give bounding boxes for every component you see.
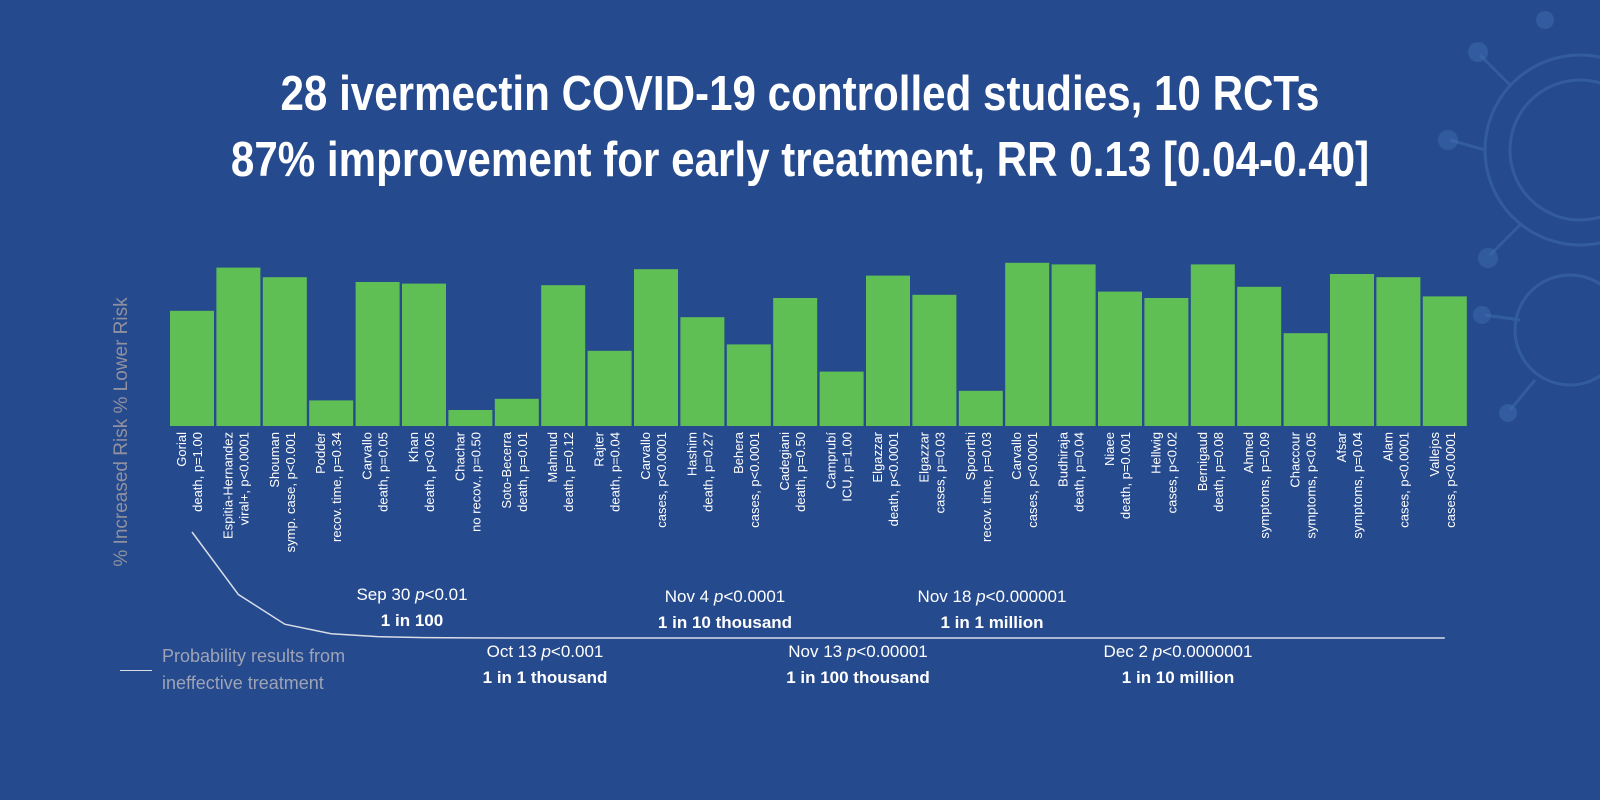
- category-study-label: Espitia-Hernandez: [220, 432, 235, 539]
- category-detail-label: cases, p<0.0001: [1396, 432, 1411, 528]
- category-study-label: Hellwig: [1148, 432, 1163, 474]
- bar-series: [170, 262, 1467, 426]
- category-study-label: Gorial: [174, 432, 189, 467]
- category-labels: Gorial death, p=1.00 Espitia-Hernandez vira…: [174, 431, 1458, 552]
- category-study-label: Behera: [731, 431, 746, 474]
- category-detail-label: symptoms, p<0.05: [1304, 432, 1319, 539]
- category-study-label: Cadegiani: [777, 432, 792, 491]
- category-study-label: Ahmed: [1241, 432, 1256, 473]
- bar-18: [958, 390, 1003, 426]
- category-detail-label: viral+, p<0.0001: [236, 432, 251, 525]
- chart-title: 28 ivermectin COVID-19 controlled studie…: [280, 67, 1320, 121]
- category-detail-label: death, p=0.04: [608, 432, 623, 512]
- milestone-sep30: Sep 30 p<0.01 1 in 100: [356, 585, 468, 630]
- category-detail-label: death, p=0.04: [1072, 432, 1087, 512]
- category-study-label: Alam: [1380, 432, 1395, 462]
- bar-25: [1283, 333, 1328, 426]
- milestone-dec2: Dec 2 p<0.0000001 1 in 10 million: [1103, 642, 1253, 687]
- category-detail-label: cases, p<0.0001: [1443, 432, 1458, 528]
- bar-14: [773, 298, 818, 426]
- category-study-label: Chachar: [452, 431, 467, 481]
- bar-17: [912, 294, 957, 426]
- bar-19: [1005, 262, 1050, 426]
- category-detail-label: recov. time, p=0.34: [329, 432, 344, 542]
- y-axis-label: % Increased Risk % Lower Risk: [111, 297, 132, 567]
- bar-26: [1330, 274, 1374, 426]
- category-detail-label: cases, p<0.0001: [1025, 432, 1040, 528]
- category-study-label: Hashim: [684, 432, 699, 476]
- bar-21: [1098, 291, 1142, 426]
- bar-23: [1190, 264, 1235, 426]
- bar-5: [355, 282, 400, 426]
- bar-8: [494, 398, 539, 426]
- category-study-label: Soto-Becerra: [499, 431, 514, 508]
- category-detail-label: death, p=0.12: [561, 432, 576, 512]
- category-detail-label: symptoms, p=0.09: [1257, 432, 1272, 539]
- bar-15: [819, 371, 864, 426]
- category-study-label: Budhiraja: [1056, 431, 1071, 487]
- category-detail-label: death, p=0.08: [1211, 432, 1226, 512]
- category-detail-label: death, p=0.001: [1118, 432, 1133, 519]
- legend-swatch: [120, 670, 152, 671]
- bar-28: [1422, 296, 1467, 426]
- bar-6: [402, 283, 446, 426]
- category-detail-label: cases, p=0.03: [932, 432, 947, 513]
- bar-11: [634, 269, 678, 426]
- milestone-nov4: Nov 4 p<0.0001 1 in 10 thousand: [657, 587, 793, 632]
- category-detail-label: death, p=0.27: [700, 432, 715, 512]
- category-study-label: Niaee: [1102, 432, 1117, 466]
- bar-12: [680, 317, 725, 426]
- category-study-label: Bernigaud: [1195, 432, 1210, 491]
- bar-3: [262, 277, 307, 426]
- category-detail-label: death, p=1.00: [190, 432, 205, 512]
- bar-13: [726, 344, 771, 426]
- category-detail-label: death, p<0.05: [422, 432, 437, 512]
- bar-10: [587, 350, 632, 426]
- category-detail-label: death, p=0.01: [515, 432, 530, 512]
- category-detail-label: death, p<0.0001: [886, 432, 901, 526]
- category-detail-label: cases, p<0.0001: [654, 432, 669, 528]
- category-study-label: Vallejos: [1427, 432, 1442, 477]
- category-study-label: Carvallo: [360, 432, 375, 480]
- category-detail-label: symptoms, p=0.04: [1350, 432, 1365, 539]
- probability-curve: [191, 531, 1445, 639]
- milestone-nov18: Nov 18 p<0.000001 1 in 1 million: [917, 587, 1067, 632]
- bar-22: [1144, 298, 1189, 426]
- category-study-label: Mahmud: [545, 432, 560, 483]
- category-detail-label: no recov., p=0.50: [468, 432, 483, 532]
- bar-16: [866, 275, 910, 426]
- bar-1: [170, 310, 214, 426]
- category-study-label: Podder: [313, 431, 328, 474]
- legend-label: Probability results from ineffective tre…: [162, 646, 346, 693]
- category-detail-label: cases, p<0.0001: [747, 432, 762, 528]
- bar-27: [1376, 277, 1421, 426]
- category-detail-label: death, p=0.50: [793, 432, 808, 512]
- category-study-label: Camprubí: [824, 432, 839, 489]
- category-detail-label: recov. time, p=0.03: [979, 432, 994, 542]
- milestone-oct13: Oct 13 p<0.001 1 in 1 thousand: [482, 642, 608, 687]
- category-study-label: Rajter: [592, 431, 607, 466]
- category-detail-label: symp. case, p<0.001: [283, 432, 298, 552]
- category-detail-label: ICU, p=1.00: [840, 432, 855, 502]
- category-study-label: Elgazzar: [870, 431, 885, 482]
- category-study-label: Chaccour: [1288, 431, 1303, 487]
- bar-9: [541, 285, 586, 426]
- category-study-label: Shouman: [267, 432, 282, 488]
- category-study-label: Afsar: [1334, 431, 1349, 462]
- bar-2: [216, 267, 261, 426]
- bar-4: [309, 400, 354, 426]
- bar-24: [1237, 286, 1282, 426]
- bar-20: [1051, 264, 1096, 426]
- category-study-label: Spoorthi: [963, 432, 978, 481]
- category-study-label: Khan: [406, 432, 421, 462]
- milestone-nov13: Nov 13 p<0.00001 1 in 100 thousand: [786, 642, 930, 687]
- category-study-label: Carvallo: [1009, 432, 1024, 480]
- bar-7: [448, 410, 493, 426]
- chart-subtitle: 87% improvement for early treatment, RR …: [230, 133, 1370, 187]
- category-detail-label: death, p=0.05: [376, 432, 391, 512]
- category-detail-label: cases, p<0.02: [1164, 432, 1179, 513]
- category-study-label: Elgazzar: [916, 431, 931, 482]
- category-study-label: Carvallo: [638, 432, 653, 480]
